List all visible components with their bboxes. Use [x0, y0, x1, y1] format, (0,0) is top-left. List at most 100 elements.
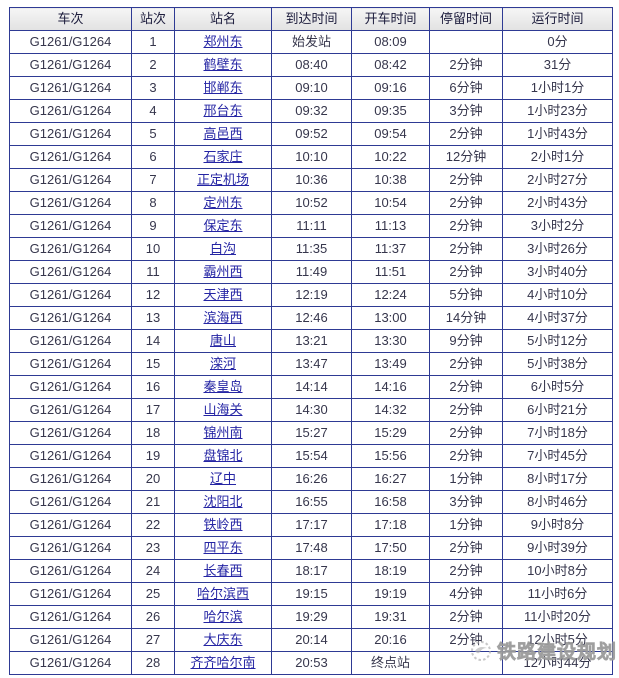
- station-link[interactable]: 滦河: [209, 356, 236, 371]
- station-link[interactable]: 锦州南: [203, 425, 243, 440]
- table-row: G1261/G1264 12 天津西 12:19 12:24 5分钟 4小时10分: [9, 283, 613, 307]
- arrive-cell: 14:14: [271, 375, 352, 399]
- station-cell: 哈尔滨: [174, 605, 272, 629]
- station-link[interactable]: 邢台东: [203, 103, 243, 118]
- duration-cell: 3小时2分: [502, 214, 613, 238]
- stop-cell: 2分钟: [429, 628, 503, 652]
- train-cell: G1261/G1264: [9, 99, 132, 123]
- train-cell: G1261/G1264: [9, 168, 132, 192]
- station-link[interactable]: 白沟: [209, 241, 236, 256]
- seq-cell: 12: [131, 283, 175, 307]
- arrive-cell: 15:27: [271, 421, 352, 445]
- stop-cell: 2分钟: [429, 352, 503, 376]
- station-link[interactable]: 唐山: [209, 333, 236, 348]
- depart-cell: 19:19: [351, 582, 430, 606]
- station-link[interactable]: 铁岭西: [203, 517, 243, 532]
- station-link[interactable]: 秦皇岛: [203, 379, 243, 394]
- seq-cell: 10: [131, 237, 175, 261]
- depart-cell: 16:58: [351, 490, 430, 514]
- arrive-cell: 19:29: [271, 605, 352, 629]
- seq-cell: 20: [131, 467, 175, 491]
- stop-cell: 14分钟: [429, 306, 503, 330]
- station-link[interactable]: 滨海西: [203, 310, 243, 325]
- train-timetable: 车次 站次 站名 到达时间 开车时间 停留时间 运行时间 G1261/G1264 1 郑州东 始发…: [9, 7, 613, 675]
- station-link[interactable]: 鹤壁东: [203, 57, 243, 72]
- stop-cell: 2分钟: [429, 168, 503, 192]
- station-link[interactable]: 沈阳北: [203, 494, 243, 509]
- station-cell: 石家庄: [174, 145, 272, 169]
- station-link[interactable]: 定州东: [203, 195, 243, 210]
- station-cell: 盘锦北: [174, 444, 272, 468]
- duration-cell: 11小时20分: [502, 605, 613, 629]
- table-row: G1261/G1264 21 沈阳北 16:55 16:58 3分钟 8小时46分: [9, 490, 613, 514]
- depart-cell: 11:13: [351, 214, 430, 238]
- column-header-stop: 停留时间: [429, 7, 503, 31]
- duration-cell: 6小时5分: [502, 375, 613, 399]
- station-link[interactable]: 大庆东: [203, 632, 243, 647]
- train-cell: G1261/G1264: [9, 306, 132, 330]
- train-cell: G1261/G1264: [9, 352, 132, 376]
- arrive-cell: 始发站: [271, 30, 352, 54]
- seq-cell: 16: [131, 375, 175, 399]
- station-link[interactable]: 邯郸东: [203, 80, 243, 95]
- table-row: G1261/G1264 26 哈尔滨 19:29 19:31 2分钟 11小时20分: [9, 605, 613, 629]
- stop-cell: 2分钟: [429, 191, 503, 215]
- duration-cell: 2小时1分: [502, 145, 613, 169]
- stop-cell: 3分钟: [429, 99, 503, 123]
- station-link[interactable]: 正定机场: [196, 172, 249, 187]
- table-row: G1261/G1264 23 四平东 17:48 17:50 2分钟 9小时39分: [9, 536, 613, 560]
- station-link[interactable]: 长春西: [203, 563, 243, 578]
- stop-cell: [429, 651, 503, 675]
- arrive-cell: 11:49: [271, 260, 352, 284]
- seq-cell: 7: [131, 168, 175, 192]
- seq-cell: 19: [131, 444, 175, 468]
- arrive-cell: 12:46: [271, 306, 352, 330]
- stop-cell: 6分钟: [429, 76, 503, 100]
- seq-cell: 27: [131, 628, 175, 652]
- station-link[interactable]: 哈尔滨: [203, 609, 243, 624]
- depart-cell: 16:27: [351, 467, 430, 491]
- table-row: G1261/G1264 20 辽中 16:26 16:27 1分钟 8小时17分: [9, 467, 613, 491]
- arrive-cell: 09:52: [271, 122, 352, 146]
- station-link[interactable]: 石家庄: [203, 149, 243, 164]
- duration-cell: 4小时10分: [502, 283, 613, 307]
- seq-cell: 9: [131, 214, 175, 238]
- seq-cell: 23: [131, 536, 175, 560]
- duration-cell: 2小时27分: [502, 168, 613, 192]
- arrive-cell: 12:19: [271, 283, 352, 307]
- station-link[interactable]: 天津西: [203, 287, 243, 302]
- column-header-station: 站名: [174, 7, 272, 31]
- train-cell: G1261/G1264: [9, 421, 132, 445]
- table-row: G1261/G1264 24 长春西 18:17 18:19 2分钟 10小时8分: [9, 559, 613, 583]
- duration-cell: 7小时18分: [502, 421, 613, 445]
- station-cell: 定州东: [174, 191, 272, 215]
- station-cell: 唐山: [174, 329, 272, 353]
- station-link[interactable]: 保定东: [203, 218, 243, 233]
- station-link[interactable]: 四平东: [203, 540, 243, 555]
- station-link[interactable]: 郑州东: [203, 34, 243, 49]
- train-cell: G1261/G1264: [9, 375, 132, 399]
- duration-cell: 1小时43分: [502, 122, 613, 146]
- train-cell: G1261/G1264: [9, 260, 132, 284]
- stop-cell: 2分钟: [429, 53, 503, 77]
- station-link[interactable]: 辽中: [209, 471, 236, 486]
- train-cell: G1261/G1264: [9, 467, 132, 491]
- duration-cell: 9小时39分: [502, 536, 613, 560]
- arrive-cell: 14:30: [271, 398, 352, 422]
- station-link[interactable]: 哈尔滨西: [196, 586, 249, 601]
- arrive-cell: 11:11: [271, 214, 352, 238]
- station-link[interactable]: 霸州西: [203, 264, 243, 279]
- station-link[interactable]: 高邑西: [203, 126, 243, 141]
- station-link[interactable]: 齐齐哈尔南: [190, 655, 256, 670]
- depart-cell: 13:00: [351, 306, 430, 330]
- station-link[interactable]: 盘锦北: [203, 448, 243, 463]
- station-link[interactable]: 山海关: [203, 402, 243, 417]
- stop-cell: 4分钟: [429, 582, 503, 606]
- arrive-cell: 08:40: [271, 53, 352, 77]
- duration-cell: 8小时46分: [502, 490, 613, 514]
- timetable-body: G1261/G1264 1 郑州东 始发站 08:09 0分 G1261/G1264 2 鹤壁东…: [9, 30, 613, 675]
- stop-cell: 2分钟: [429, 122, 503, 146]
- table-row: G1261/G1264 8 定州东 10:52 10:54 2分钟 2小时43分: [9, 191, 613, 215]
- table-row: G1261/G1264 25 哈尔滨西 19:15 19:19 4分钟 11小时6分: [9, 582, 613, 606]
- train-cell: G1261/G1264: [9, 559, 132, 583]
